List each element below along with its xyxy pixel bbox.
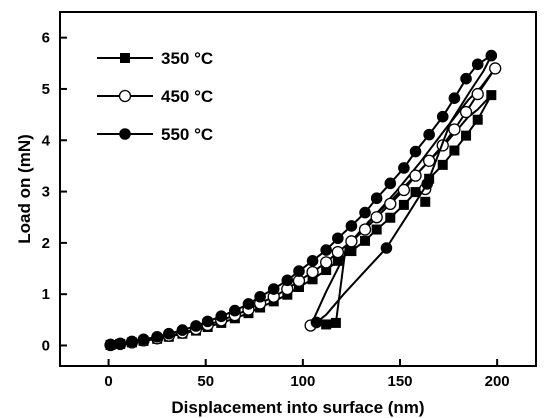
series-550-point — [380, 242, 393, 254]
series-550-point — [471, 58, 484, 71]
series-350-point — [472, 114, 483, 125]
series-550-point — [254, 290, 266, 303]
series-550-unloading-line — [315, 55, 493, 324]
series-350-point — [486, 90, 497, 101]
series-550-point — [126, 335, 138, 348]
series-350-point — [371, 224, 382, 235]
series-350-point — [332, 255, 343, 266]
series-layer — [104, 49, 502, 352]
y-tick-label: 0 — [42, 337, 50, 354]
y-tick-label: 2 — [42, 235, 50, 252]
x-tick-label: 50 — [197, 373, 214, 390]
series-550-point — [460, 72, 472, 85]
series-450-point — [422, 154, 436, 167]
series-550-point — [384, 177, 397, 190]
series-350-point — [410, 187, 421, 198]
series-550-point — [485, 49, 498, 62]
legend-marker — [118, 89, 132, 103]
series-550-point — [104, 338, 117, 351]
series-450-point — [384, 197, 397, 211]
series-550-point — [310, 316, 323, 329]
series-550-group — [104, 49, 498, 351]
series-550-point — [176, 324, 189, 336]
series-550-point — [151, 330, 163, 343]
series-550-point — [114, 337, 127, 350]
y-tick-label: 5 — [42, 81, 50, 98]
x-tick-label: 200 — [485, 373, 510, 390]
plot-frame — [59, 11, 537, 367]
legend-label-series-350: 350 °C — [161, 49, 213, 68]
legend-marker — [119, 128, 131, 140]
y-axis-label: Load on (mN) — [15, 134, 34, 244]
series-550-point — [448, 92, 461, 104]
series-450-point — [397, 183, 411, 197]
series-450-point — [331, 245, 344, 259]
series-350-point — [461, 130, 472, 141]
series-550-point — [320, 244, 332, 256]
series-550-point — [229, 304, 241, 317]
x-tick-label: 150 — [387, 373, 412, 390]
series-350-point — [360, 235, 371, 246]
series-450-point — [320, 256, 333, 269]
series-350-point — [330, 317, 341, 328]
y-tick-label: 1 — [42, 286, 50, 303]
series-550-point — [267, 283, 280, 295]
series-550-point — [409, 145, 422, 158]
legend-label-series-450: 450 °C — [161, 87, 213, 106]
legend-label-series-550: 550 °C — [161, 125, 213, 144]
series-550-point — [137, 333, 150, 346]
series-350-point — [398, 199, 409, 210]
series-350-point — [420, 196, 431, 207]
series-450-point — [306, 265, 319, 279]
series-550-point — [423, 128, 435, 141]
legend: 350 °C 450 °C 550 °C — [97, 49, 213, 144]
series-550-point — [281, 274, 294, 287]
series-550-point — [306, 255, 319, 267]
series-550-point — [370, 192, 383, 205]
series-450-point — [345, 235, 358, 248]
series-450-point — [409, 169, 422, 182]
series-350-point — [321, 319, 332, 330]
series-550-point — [293, 265, 305, 277]
series-550-point — [190, 320, 202, 332]
series-450-point — [471, 87, 484, 101]
series-350-point — [293, 281, 304, 292]
x-tick-label: 100 — [290, 373, 315, 390]
series-550-point — [359, 206, 371, 219]
series-550-point — [398, 162, 410, 174]
series-450-point — [448, 123, 461, 136]
series-350-point — [307, 274, 318, 285]
y-tick-label: 3 — [42, 184, 50, 201]
series-350-point — [449, 145, 460, 156]
y-tick-label: 4 — [42, 132, 51, 149]
series-550-point — [436, 110, 449, 123]
axis-ticks: 0 50 100 150 200 0 1 2 3 4 5 6 — [42, 30, 510, 390]
series-450-point — [459, 105, 473, 119]
series-450-group — [104, 62, 502, 352]
series-350-point — [321, 265, 332, 276]
series-450-point — [292, 274, 306, 287]
series-450-point — [489, 62, 502, 75]
series-450-loading-line — [110, 67, 497, 346]
series-550-point — [242, 298, 255, 310]
series-350-point — [437, 159, 448, 170]
y-tick-label: 6 — [42, 30, 50, 47]
series-550-point — [421, 178, 434, 190]
series-450-point — [358, 223, 372, 236]
series-550-point — [215, 310, 228, 323]
series-550-point — [345, 220, 358, 232]
series-550-point — [332, 232, 344, 245]
series-350-point — [385, 212, 396, 223]
x-tick-label: 0 — [104, 373, 112, 390]
series-350-point — [346, 246, 357, 257]
legend-marker — [120, 53, 130, 63]
series-550-point — [163, 327, 175, 340]
series-550-point — [201, 315, 214, 328]
series-450-point — [370, 211, 383, 224]
x-axis-label: Displacement into surface (nm) — [171, 398, 424, 417]
